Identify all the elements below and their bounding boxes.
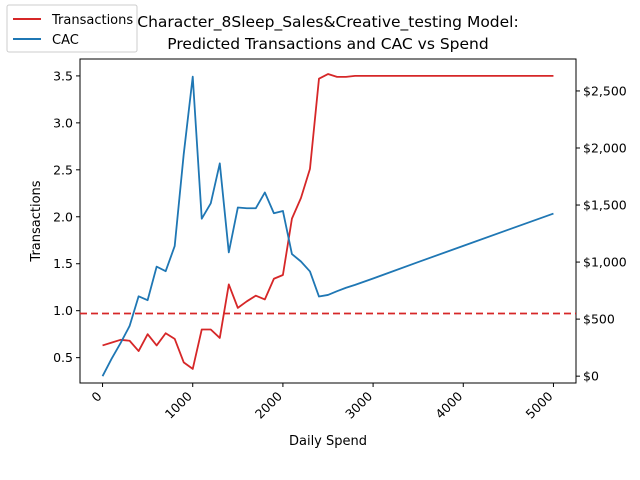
right-tick-label: $1,500: [583, 198, 627, 213]
x-tick-label: 2000: [252, 388, 285, 421]
legend-label-transactions: Transactions: [51, 13, 133, 28]
legend-box: [6, 4, 138, 53]
series-line-transactions: [102, 73, 554, 370]
x-axis-ticks: 0 1000 2000 3000 4000 5000: [88, 383, 556, 422]
x-axis-label: Daily Spend: [289, 434, 367, 449]
chart-title-line1: Character_8Sleep_Sales&Creative_testing …: [137, 13, 518, 32]
legend: Transactions CAC: [6, 4, 138, 53]
right-tick-label: $500: [583, 312, 615, 327]
right-tick-label: $2,500: [583, 83, 627, 98]
x-tick-label: 3000: [342, 388, 375, 421]
left-tick-label: 1.5: [53, 256, 73, 271]
left-axis-ticks: 0.5 1.0 1.5 2.0 2.5 3.0 3.5: [53, 68, 80, 365]
x-tick-label: 4000: [432, 388, 465, 421]
left-tick-label: 3.0: [53, 115, 73, 130]
right-tick-label: $0: [583, 369, 599, 384]
left-tick-label: 3.5: [53, 68, 73, 83]
legend-label-cac: CAC: [52, 33, 79, 48]
axes-group: [79, 58, 577, 384]
plot-frame: [79, 58, 577, 384]
chart-title-line2: Predicted Transactions and CAC vs Spend: [167, 35, 488, 53]
right-tick-label: $2,000: [583, 140, 627, 155]
x-tick-label: 0: [88, 388, 104, 404]
right-tick-label: $1,000: [583, 255, 627, 270]
right-axis-ticks: $0 $500 $1,000 $1,500 $2,000 $2,500: [576, 83, 627, 384]
x-tick-label: 5000: [522, 388, 555, 421]
left-tick-label: 2.0: [53, 209, 73, 224]
x-tick-label: 1000: [162, 388, 195, 421]
series-line-cac: [101, 75, 554, 377]
left-axis-label: Transactions: [29, 180, 44, 262]
left-tick-label: 1.0: [53, 303, 73, 318]
left-tick-label: 0.5: [53, 350, 73, 365]
series-group: [101, 73, 554, 377]
left-tick-label: 2.5: [53, 162, 73, 177]
